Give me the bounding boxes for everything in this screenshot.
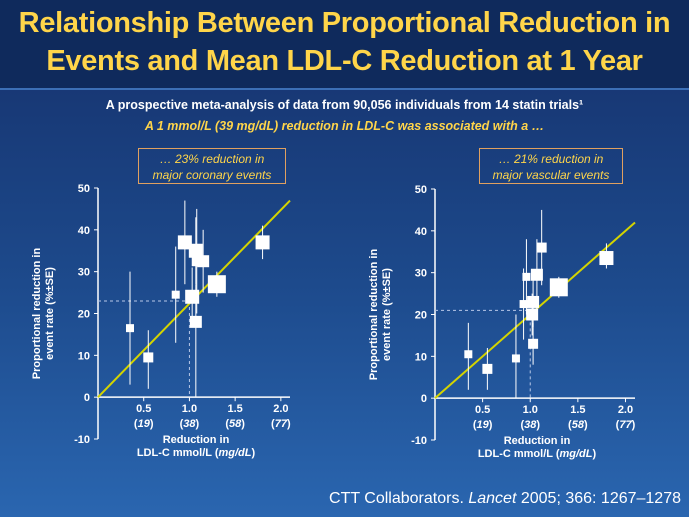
callout-vascular-line1: … 21% reduction in	[498, 152, 604, 166]
vascular-y-tick-label: 30	[415, 268, 427, 280]
callout-vascular-line2: major vascular events	[492, 168, 610, 182]
callout-coronary-line2: major coronary events	[152, 168, 272, 182]
coronary-y-tick-label: -10	[74, 434, 90, 446]
coronary-y-tick-label: 50	[78, 183, 90, 195]
slide-title: Relationship Between Proportional Reduct…	[0, 4, 689, 80]
vascular-x-axis-label-line2: LDL-C mmol/L (mg/dL)	[478, 448, 597, 460]
coronary-x-tick-mgdl-label: (38)	[180, 418, 200, 430]
coronary-y-axis-label: Proportional reduction inevent rate (%±S…	[31, 248, 56, 380]
vascular-x-tick-mgdl-label: (58)	[568, 419, 588, 431]
coronary-data-point	[207, 275, 226, 294]
title-band	[0, 0, 689, 90]
vascular-data-point	[464, 350, 473, 359]
coronary-data-point	[189, 315, 202, 328]
vascular-x-tick-mgdl-label: (38)	[520, 419, 540, 431]
coronary-data-point	[255, 235, 270, 250]
citation-journal: Lancet	[468, 490, 517, 507]
vascular-y-tick-label: 0	[421, 393, 427, 405]
vascular-y-axis-label: Proportional reduction inevent rate (%±S…	[368, 249, 393, 381]
coronary-x-tick-mgdl-label: (19)	[134, 418, 154, 430]
vascular-y-tick-label: 10	[415, 351, 427, 363]
vascular-data-point	[599, 251, 614, 266]
vascular-y-tick-label: 40	[415, 226, 427, 238]
coronary-y-tick-label: 0	[84, 392, 90, 404]
vascular-data-point	[511, 354, 520, 363]
callout-coronary-line1: … 23% reduction in	[159, 152, 265, 166]
coronary-y-tick-label: 30	[78, 267, 90, 279]
coronary-x-axis-label-line2: LDL-C mmol/L (mg/dL)	[137, 447, 256, 459]
coronary-y-tick-label: 40	[78, 225, 90, 237]
coronary-data-point	[171, 290, 180, 299]
coronary-x-tick-label: 0.5	[136, 403, 151, 415]
vascular-data-point	[482, 363, 493, 374]
coronary-y-tick-label: 10	[78, 350, 90, 362]
coronary-x-tick-mgdl-label: (77)	[271, 418, 291, 430]
vascular-data-point	[530, 268, 543, 281]
slide-subtitle-finding: A 1 mmol/L (39 mg/dL) reduction in LDL-C…	[144, 119, 545, 133]
vascular-x-tick-mgdl-label: (77)	[616, 419, 636, 431]
vascular-x-axis-label-line1: Reduction in	[504, 435, 571, 447]
coronary-data-point	[191, 256, 202, 267]
slide-title-line1: Relationship Between Proportional Reduct…	[18, 7, 671, 39]
coronary-data-point	[188, 243, 203, 258]
vascular-data-point	[526, 308, 539, 321]
vascular-data-point	[519, 300, 528, 309]
vascular-x-tick-label: 1.0	[523, 404, 538, 416]
citation-authors: CTT Collaborators.	[329, 490, 464, 507]
vascular-data-point	[527, 295, 540, 308]
callout-coronary: … 23% reduction in major coronary events	[138, 148, 286, 184]
vascular-data-point	[528, 338, 539, 349]
slide-subtitle: A prospective meta-analysis of data from…	[105, 98, 584, 112]
vascular-x-tick-label: 1.5	[570, 404, 585, 416]
vascular-x-tick-mgdl-label: (19)	[473, 419, 493, 431]
coronary-y-tick-label: 20	[78, 309, 90, 321]
callout-vascular: … 21% reduction in major vascular events	[479, 148, 623, 184]
coronary-x-tick-label: 2.0	[273, 403, 288, 415]
coronary-data-point	[177, 235, 192, 250]
vascular-x-tick-label: 0.5	[475, 404, 490, 416]
vascular-data-point	[522, 272, 531, 281]
vascular-y-tick-label: 20	[415, 310, 427, 322]
coronary-x-tick-label: 1.5	[227, 403, 242, 415]
coronary-data-point	[143, 352, 154, 363]
citation-details: 2005; 366: 1267–1278	[520, 490, 681, 507]
coronary-x-axis-label-line1: Reduction in	[163, 434, 230, 446]
coronary-x-tick-mgdl-label: (58)	[225, 418, 245, 430]
slide-title-line2: Events and Mean LDL-C Reduction at 1 Yea…	[46, 45, 643, 77]
coronary-data-point	[126, 324, 134, 333]
vascular-y-tick-label: 50	[415, 184, 427, 196]
vascular-data-point	[549, 278, 568, 297]
vascular-x-tick-label: 2.0	[618, 404, 633, 416]
citation: CTT Collaborators. Lancet 2005; 366: 126…	[329, 490, 681, 508]
vascular-y-tick-label: -10	[411, 435, 427, 447]
vascular-data-point	[536, 242, 547, 253]
coronary-x-tick-label: 1.0	[182, 403, 197, 415]
coronary-data-point	[197, 255, 210, 268]
